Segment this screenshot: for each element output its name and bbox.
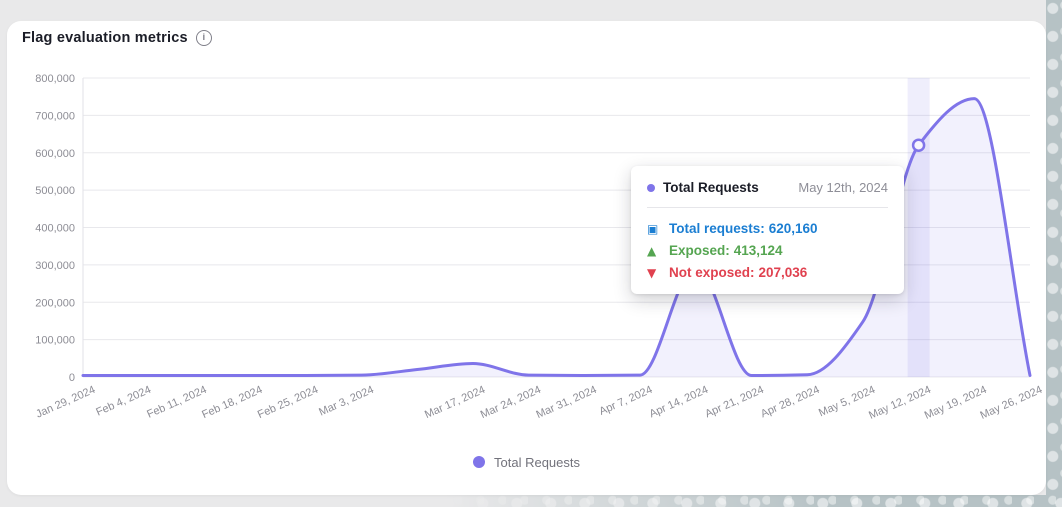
triangle-down-icon: ▼ <box>647 265 657 280</box>
tooltip-stat-value: 207,036 <box>758 265 808 280</box>
x-axis-label: Feb 4, 2024 <box>94 384 153 419</box>
triangle-up-icon: ▲ <box>647 243 657 258</box>
background-texture-right <box>1046 0 1062 507</box>
y-axis-label: 300,000 <box>35 260 75 272</box>
x-axis-label: Apr 21, 2024 <box>703 384 765 421</box>
x-axis-label: Feb 25, 2024 <box>256 384 320 421</box>
tooltip-stat-value: 620,160 <box>768 221 818 236</box>
x-axis-label: Feb 11, 2024 <box>145 384 208 421</box>
tooltip-series-name: Total Requests <box>663 180 759 195</box>
y-axis-label: 500,000 <box>35 185 75 197</box>
x-axis-label: May 26, 2024 <box>978 384 1044 422</box>
total-requests-line[interactable] <box>81 97 1032 377</box>
x-axis-label: Apr 28, 2024 <box>759 384 821 421</box>
square-in-square-icon: ▣ <box>647 221 659 236</box>
chart-legend: Total Requests <box>7 452 1046 472</box>
x-axis-label: Mar 17, 2024 <box>423 384 487 421</box>
tooltip-stat-label: Exposed: <box>669 243 730 258</box>
card-title-row: Flag evaluation metrics i <box>22 30 212 46</box>
y-axis-label: 100,000 <box>35 335 75 347</box>
x-axis-label: Apr 7, 2024 <box>597 384 654 418</box>
y-axis-label: 0 <box>69 372 75 384</box>
x-axis-label: Mar 3, 2024 <box>317 384 376 419</box>
x-axis-label: Mar 31, 2024 <box>535 384 599 421</box>
tooltip-stat-total-requests: ▣ Total requests: 620,160 <box>647 221 888 236</box>
info-icon[interactable]: i <box>195 30 212 46</box>
x-axis-label: Feb 18, 2024 <box>200 384 264 421</box>
background-texture-fade <box>0 495 1062 507</box>
chart-tooltip: Total Requests May 12th, 2024 ▣ Total re… <box>631 166 904 294</box>
selected-point-marker[interactable] <box>911 138 926 152</box>
tooltip-stat-label: Total requests: <box>669 221 765 236</box>
tooltip-header: Total Requests May 12th, 2024 <box>647 180 888 195</box>
tooltip-stat-label: Not exposed: <box>669 265 755 280</box>
y-axis-label: 400,000 <box>35 223 75 235</box>
y-axis-label: 800,000 <box>35 73 75 85</box>
x-axis-label: Jan 29, 2024 <box>34 384 97 421</box>
x-axis-label: May 19, 2024 <box>923 384 989 422</box>
x-axis-label: Mar 24, 2024 <box>479 384 543 421</box>
x-axis-label: May 12, 2024 <box>867 384 933 422</box>
series-dot-icon <box>647 183 655 192</box>
y-axis-label: 600,000 <box>35 148 75 160</box>
tooltip-stat-value: 413,124 <box>733 243 783 258</box>
tooltip-date: May 12th, 2024 <box>798 180 888 195</box>
tooltip-divider <box>647 207 888 208</box>
info-icon-letter: i <box>202 32 206 44</box>
y-axis-label: 700,000 <box>35 110 75 122</box>
page-title: Flag evaluation metrics <box>22 30 188 46</box>
legend-item-total-requests[interactable]: Total Requests <box>494 454 580 470</box>
legend-dot-icon <box>473 456 485 468</box>
tooltip-stat-exposed: ▲ Exposed: 413,124 <box>647 243 888 258</box>
x-axis-label: Apr 14, 2024 <box>648 384 710 421</box>
y-axis-label: 200,000 <box>35 297 75 309</box>
tooltip-stat-not-exposed: ▼ Not exposed: 207,036 <box>647 265 888 280</box>
